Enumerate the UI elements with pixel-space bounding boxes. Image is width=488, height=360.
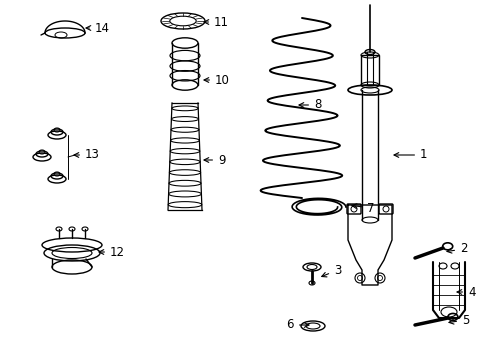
Text: 8: 8 [298,99,321,112]
Text: 3: 3 [321,264,341,277]
Text: 9: 9 [203,153,225,166]
Text: 11: 11 [203,15,228,28]
Text: 13: 13 [74,148,100,162]
Text: 2: 2 [446,243,467,256]
Text: 1: 1 [393,148,427,162]
Text: 10: 10 [203,73,229,86]
Text: 4: 4 [456,285,474,298]
Text: 14: 14 [86,22,110,35]
Text: 6: 6 [286,319,308,332]
Bar [360,55,378,85]
Text: 7: 7 [351,202,374,215]
Text: 12: 12 [99,246,125,258]
Text: 5: 5 [448,314,468,327]
